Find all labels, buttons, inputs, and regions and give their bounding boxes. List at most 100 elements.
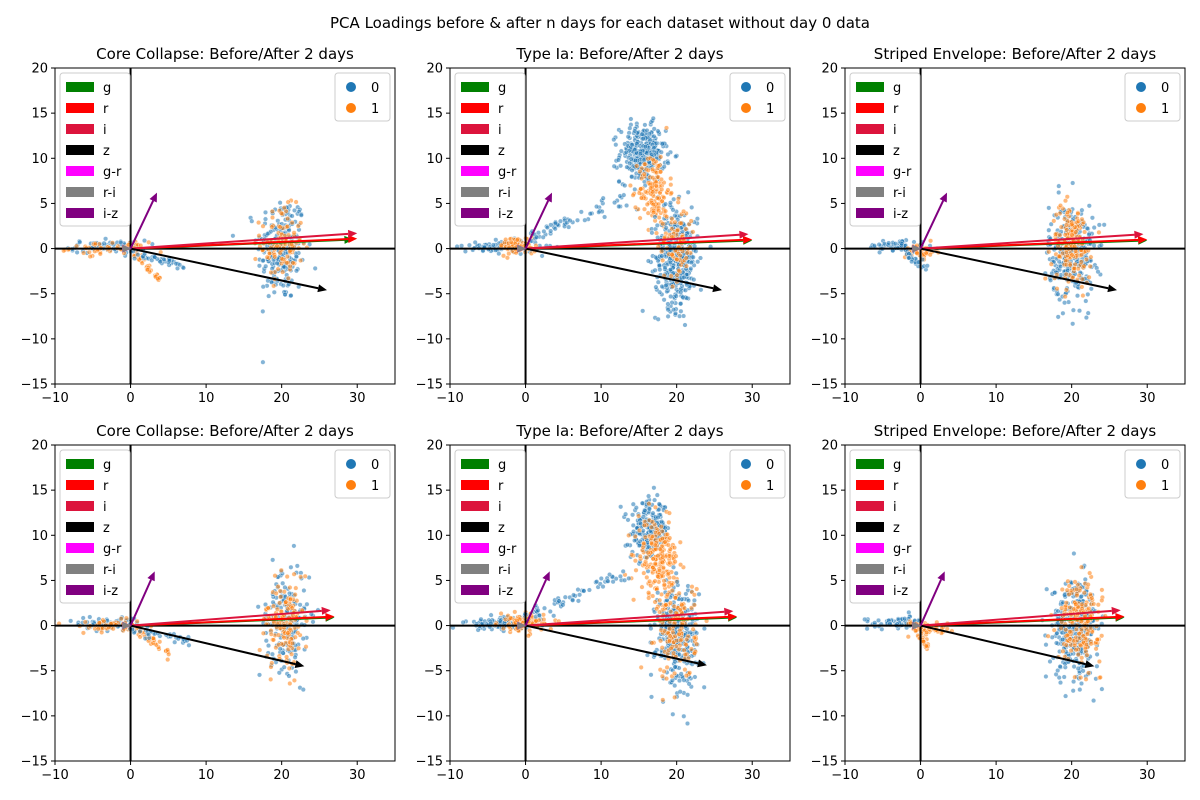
data-point-class-0 (672, 659, 678, 665)
data-point-class-1 (86, 249, 92, 255)
data-point-class-1 (276, 642, 282, 648)
data-point-class-0 (551, 613, 557, 619)
legend-swatch-r-i (856, 564, 884, 574)
data-point-class-0 (1049, 634, 1055, 640)
data-point-class-1 (164, 647, 170, 653)
data-point-class-1 (642, 522, 648, 528)
data-point-class-1 (1059, 587, 1065, 593)
data-point-class-1 (672, 595, 678, 601)
data-point-class-0 (672, 664, 678, 670)
data-point-class-1 (660, 257, 666, 263)
data-point-class-1 (514, 237, 520, 243)
data-point-class-1 (687, 670, 693, 676)
data-point-class-1 (1051, 218, 1057, 224)
data-point-class-0 (292, 207, 298, 213)
data-point-class-1 (690, 626, 696, 632)
legend-swatch-r-i (66, 564, 94, 574)
legend-label: g-r (893, 542, 912, 557)
data-point-class-1 (109, 240, 115, 246)
data-point-class-1 (285, 606, 291, 612)
legend-label: i-z (893, 584, 908, 599)
data-point-class-1 (273, 590, 279, 596)
data-point-class-0 (871, 243, 877, 249)
data-point-class-0 (681, 713, 687, 719)
data-point-class-0 (909, 259, 915, 265)
data-point-class-1 (291, 571, 297, 577)
y-tick-label: 0 (435, 619, 443, 634)
data-point-class-0 (665, 151, 671, 157)
data-point-class-1 (268, 676, 274, 682)
data-point-class-1 (302, 573, 308, 579)
data-point-class-0 (602, 214, 608, 220)
data-point-class-0 (260, 258, 266, 264)
data-point-class-1 (1054, 286, 1060, 292)
data-point-class-1 (652, 578, 658, 584)
data-point-class-0 (460, 619, 466, 625)
data-point-class-1 (1079, 284, 1085, 290)
data-point-class-1 (271, 603, 277, 609)
data-point-class-0 (575, 598, 581, 604)
data-point-class-0 (575, 587, 581, 593)
data-point-class-0 (1048, 277, 1054, 283)
y-tick-label: 5 (435, 574, 443, 589)
y-tick-label: 0 (830, 619, 838, 634)
data-point-class-0 (230, 233, 236, 239)
data-point-class-0 (260, 359, 266, 365)
data-point-class-1 (166, 651, 172, 657)
data-point-class-1 (661, 668, 667, 674)
data-point-class-0 (617, 573, 623, 579)
data-point-class-1 (672, 559, 678, 565)
data-point-class-1 (659, 186, 665, 192)
data-point-class-0 (570, 597, 576, 603)
subplot-2: Striped Envelope: Before/After 2 days−10… (811, 45, 1186, 406)
data-point-class-1 (645, 550, 651, 556)
legend-label: 0 (371, 81, 379, 96)
data-point-class-1 (663, 602, 669, 608)
y-tick-label: −5 (29, 287, 48, 302)
data-point-class-1 (656, 163, 662, 169)
y-tick-label: −10 (811, 709, 838, 724)
data-point-class-0 (552, 226, 558, 232)
data-point-class-0 (686, 681, 692, 687)
legend-label: z (103, 144, 110, 159)
legend-marker-class-1 (1136, 480, 1146, 490)
data-point-class-1 (677, 539, 683, 545)
data-point-class-0 (1046, 205, 1052, 211)
data-point-class-1 (676, 590, 682, 596)
data-point-class-0 (496, 251, 502, 257)
data-point-class-1 (648, 524, 654, 530)
x-tick-label: −10 (41, 391, 68, 406)
data-point-class-1 (634, 163, 640, 169)
data-point-class-1 (514, 618, 520, 624)
data-point-class-1 (668, 645, 674, 651)
data-point-class-1 (1088, 641, 1094, 647)
data-point-class-0 (678, 671, 684, 677)
data-point-class-0 (698, 287, 704, 293)
legend-label: 0 (766, 81, 774, 96)
data-point-class-0 (650, 115, 656, 121)
data-point-class-0 (624, 164, 630, 170)
legend-classes: 01 (729, 72, 786, 122)
data-point-class-1 (1081, 590, 1087, 596)
legend-label: z (498, 521, 505, 536)
legend-marker-class-0 (741, 82, 751, 92)
data-point-class-1 (663, 208, 669, 214)
data-point-class-0 (637, 520, 643, 526)
data-point-class-1 (671, 603, 677, 609)
data-point-class-0 (663, 225, 669, 231)
data-point-class-1 (1065, 578, 1071, 584)
data-point-class-1 (678, 220, 684, 226)
data-point-class-0 (685, 692, 691, 698)
data-point-class-0 (686, 598, 692, 604)
data-point-class-1 (277, 224, 283, 230)
data-point-class-0 (1085, 291, 1091, 297)
y-tick-label: 20 (426, 62, 443, 77)
data-point-class-0 (263, 216, 269, 222)
data-point-class-1 (660, 697, 666, 703)
legend-classes: 01 (1124, 449, 1181, 499)
data-point-class-1 (1063, 627, 1069, 633)
legend-swatch-g (66, 459, 94, 469)
data-point-class-0 (652, 497, 658, 503)
data-point-class-1 (1072, 261, 1078, 267)
legend-swatch-z (856, 522, 884, 532)
